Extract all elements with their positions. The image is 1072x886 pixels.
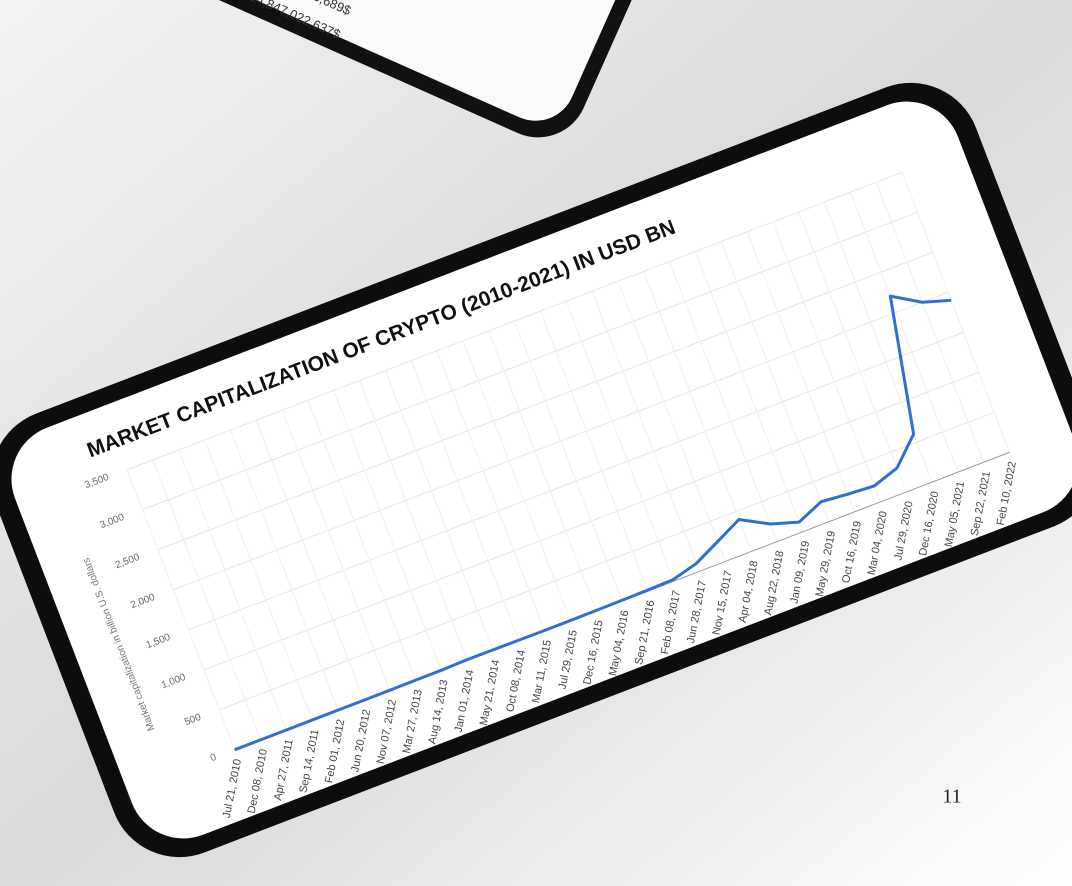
y-tick-label: 0 — [209, 752, 219, 764]
grid-line — [746, 231, 856, 513]
grid-line — [359, 380, 468, 661]
grid-line — [849, 191, 959, 473]
page-number: 11 — [942, 786, 961, 808]
grid-line — [772, 221, 881, 503]
grid-line — [281, 410, 391, 691]
grid-line — [643, 271, 752, 552]
grid-line — [488, 330, 597, 612]
grid-line — [514, 320, 623, 602]
grid-line — [204, 439, 313, 721]
line-series — [234, 294, 952, 752]
grid-line — [720, 241, 830, 522]
grid-line — [462, 340, 571, 622]
grid-line — [333, 390, 442, 671]
grid-line — [565, 300, 675, 582]
grid-line — [436, 350, 546, 632]
grid-line — [798, 211, 907, 493]
grid-line — [410, 360, 520, 641]
phone-screen — [84, 0, 655, 121]
grid-line — [255, 419, 365, 701]
grid-line — [126, 171, 903, 471]
grid-line — [901, 172, 1010, 453]
grid-line — [229, 429, 339, 711]
grid-line — [384, 370, 494, 651]
grid-line — [669, 261, 778, 542]
grid-line — [178, 449, 287, 731]
grid-line — [617, 281, 726, 562]
grid-line — [307, 400, 416, 681]
grid-line — [126, 469, 236, 750]
grid-line — [152, 459, 261, 741]
grid-line — [694, 251, 804, 532]
grid-line — [875, 182, 985, 463]
main-phone: MARKET CAPITALIZATION OF CRYPTO (2010-20… — [0, 82, 1072, 858]
grid-line — [539, 310, 649, 592]
grid-line — [591, 291, 701, 572]
phone-screen — [11, 101, 1072, 839]
